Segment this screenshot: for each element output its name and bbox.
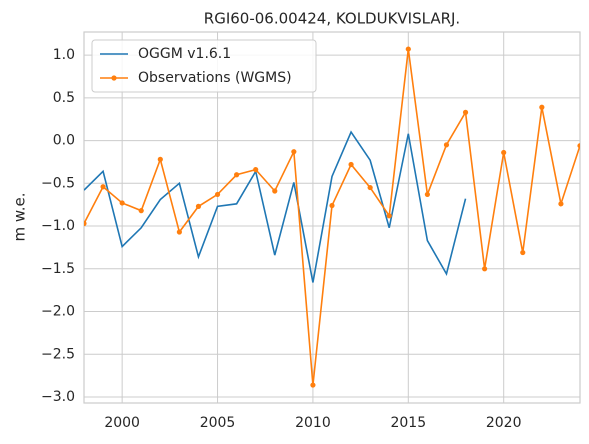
series-line	[84, 48, 580, 386]
point	[482, 266, 488, 272]
point	[214, 191, 221, 198]
point	[195, 203, 202, 209]
point	[157, 156, 163, 162]
plot-area	[84, 46, 580, 388]
y-tick-label: −1.5	[41, 261, 75, 277]
point	[424, 191, 430, 198]
series-line	[84, 130, 467, 283]
y-tick-label: −0.5	[41, 175, 75, 191]
x-tick-label: 2010	[295, 415, 331, 431]
point	[386, 213, 392, 219]
y-tick-label: −1.0	[41, 218, 75, 234]
y-tick-label: −2.5	[41, 346, 75, 362]
point	[501, 149, 507, 156]
point	[539, 104, 545, 110]
point	[272, 188, 278, 194]
x-tick-label: 2000	[104, 415, 140, 431]
y-tick-label: 0.5	[53, 90, 75, 106]
legend-label: OGGM v1.6.1	[138, 46, 231, 62]
point	[234, 172, 240, 178]
point	[348, 161, 354, 168]
legend-marker	[111, 75, 117, 81]
legend-box	[91, 39, 317, 93]
plot-frame	[83, 31, 581, 404]
x-tick-label: 2005	[200, 415, 236, 431]
y-tick-label: −2.0	[41, 304, 75, 320]
x-tick-label: 2015	[390, 415, 426, 431]
chart-title: RGI60-06.00424, KOLDUKVISLARJ.	[204, 10, 460, 28]
x-tick-label: 2020	[486, 415, 522, 431]
point	[462, 109, 469, 115]
point	[577, 143, 580, 149]
point	[176, 229, 182, 235]
point	[291, 149, 297, 155]
point	[443, 142, 450, 148]
point	[520, 249, 526, 256]
y-tick-label: −3.0	[41, 389, 75, 405]
point	[84, 220, 87, 227]
point	[329, 202, 335, 209]
point	[138, 208, 144, 214]
point	[367, 184, 373, 191]
point	[100, 184, 106, 190]
point	[558, 201, 564, 207]
legend-label: Observations (WGMS)	[138, 70, 292, 86]
y-axis-label: m w.e.	[11, 192, 29, 241]
point	[310, 382, 316, 388]
point	[405, 46, 411, 52]
point	[253, 167, 259, 173]
y-tick-label: 1.0	[53, 47, 75, 63]
point	[119, 200, 125, 206]
y-tick-label: 0.0	[53, 133, 75, 149]
